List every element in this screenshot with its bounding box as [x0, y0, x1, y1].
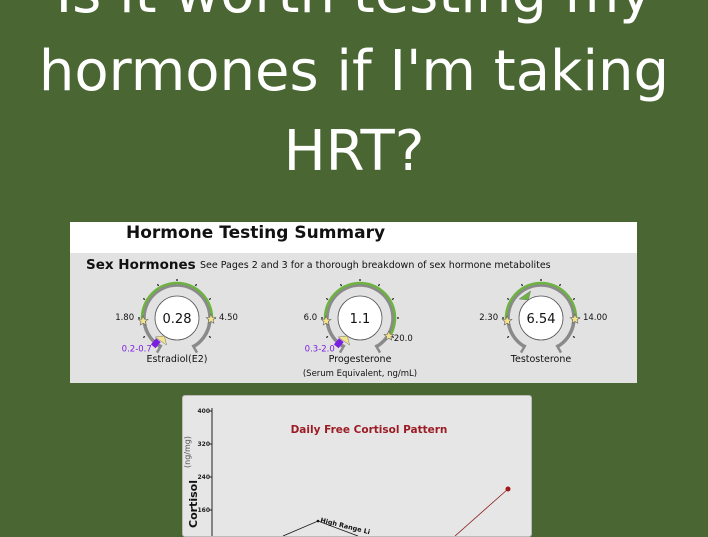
gauge-tick [194, 283, 198, 287]
low-limit-star-icon [137, 315, 149, 326]
high-range-label: High Range Li [320, 516, 371, 536]
high-limit-label: 4.50 [219, 313, 238, 323]
patient-range-marker [150, 338, 161, 349]
gauge-tick [377, 283, 381, 287]
y-axis-unit: (ng/mg) [183, 436, 192, 468]
gauge-tick [156, 283, 160, 287]
gauge-tick [142, 297, 146, 301]
patient-range-label: 0.3-2.0 [305, 344, 335, 354]
high-limit-star-icon [205, 313, 217, 324]
low-limit-label: 2.30 [479, 313, 498, 323]
report-title: Hormone Testing Summary [126, 223, 386, 243]
report-header: Hormone Testing Summary [70, 222, 637, 253]
headline-line-1: Is it worth testing my [0, 0, 708, 32]
headline-line-3: HRT? [283, 119, 425, 184]
gauge-tick [208, 297, 212, 301]
gauge-end-cap [374, 344, 382, 354]
gauge-end-cap [191, 344, 199, 354]
gauge-end-cap [555, 344, 563, 354]
gauge-2: 6.54 2.30 14.00 Testosterone [479, 279, 607, 365]
y-tick-label: 320 [197, 441, 210, 448]
gauge-subtitle: (Serum Equivalent, ng/mL) [303, 369, 417, 379]
gauge-arc [325, 283, 395, 349]
gauge-tick [572, 297, 576, 301]
gauge-tick [506, 335, 510, 339]
gauge-tick [142, 335, 146, 339]
y-tick-label: 400 [197, 408, 210, 415]
gauge-tick [391, 297, 395, 301]
low-limit-star-icon [320, 315, 332, 326]
y-tick-label: 240 [197, 474, 210, 481]
y-tick-label: 160 [197, 507, 210, 514]
high-limit-star-icon [569, 313, 581, 324]
y-axis-label: Cortisol [187, 480, 200, 528]
gauge-pointer [337, 335, 351, 346]
high-range-point [316, 519, 320, 523]
gauge-end-cap [155, 344, 163, 354]
chart-title: Daily Free Cortisol Pattern [291, 424, 448, 436]
gauge-arc [506, 283, 576, 349]
gauge-tick [558, 283, 562, 287]
high-limit-label: 20.0 [394, 334, 413, 344]
cortisol-point [505, 486, 511, 492]
low-limit-label: 1.80 [115, 313, 134, 323]
headline-line-2: hormones if I'm taking [38, 39, 670, 104]
patient-range-label: 0.2-0.7 [122, 344, 152, 354]
gauge-name: Testosterone [510, 354, 572, 365]
low-limit-star-icon [501, 315, 513, 326]
low-limit-label: 6.0 [304, 313, 318, 323]
section-note: See Pages 2 and 3 for a thorough breakdo… [200, 260, 551, 271]
gauge-tick [520, 283, 524, 287]
high-limit-star-icon [383, 330, 395, 341]
cortisol-line [454, 488, 509, 536]
gauge-in-range-arc [504, 281, 578, 320]
gauge-pointer [518, 290, 532, 301]
gauge-value: 1.1 [350, 312, 371, 327]
gauge-arc [142, 283, 212, 349]
gauge-value: 6.54 [527, 312, 556, 327]
cortisol-chart: Daily Free Cortisol Pattern Cortisol (ng… [182, 395, 532, 537]
gauge-end-cap [519, 344, 527, 354]
gauge-tick [325, 297, 329, 301]
gauge-tick [572, 335, 576, 339]
gauge-pointer [154, 335, 168, 346]
cortisol-chart-svg: Daily Free Cortisol Pattern Cortisol (ng… [183, 408, 511, 536]
gauge-tick [391, 335, 395, 339]
gauge-value-circle [337, 295, 383, 341]
high-limit-label: 14.00 [583, 313, 607, 323]
gauge-name: Progesterone [329, 354, 392, 365]
gauge-tick [506, 297, 510, 301]
hormone-summary-image: Hormone Testing Summary Sex Hormones See… [70, 222, 637, 383]
gauge-tick [208, 335, 212, 339]
gauge-value-circle [518, 295, 564, 341]
gauge-tick [339, 283, 343, 287]
gauge-end-cap [338, 344, 346, 354]
gauge-in-range-arc [323, 281, 397, 336]
patient-range-marker [333, 338, 344, 349]
section-title: Sex Hormones [86, 257, 196, 273]
gauge-value: 0.28 [163, 312, 192, 327]
gauge-value-circle [154, 295, 200, 341]
gauge-name: Estradiol(E2) [147, 354, 208, 365]
gauge-tick [325, 335, 329, 339]
gauge-in-range-arc [140, 281, 214, 320]
